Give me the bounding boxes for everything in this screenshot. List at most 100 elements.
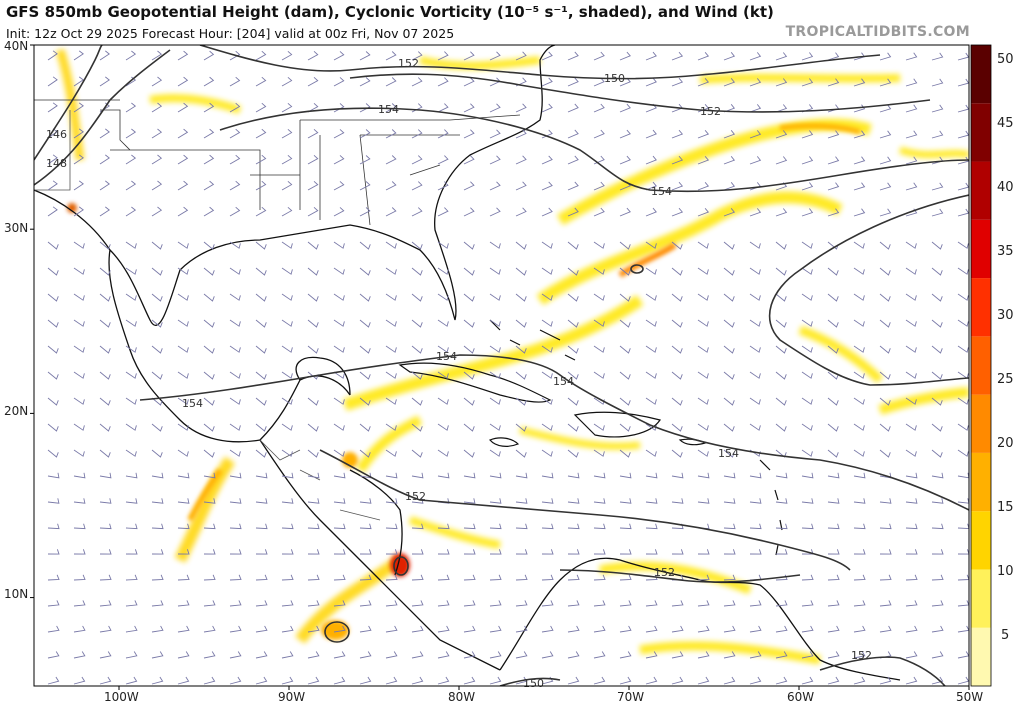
wind-barb	[151, 574, 164, 581]
wind-barb	[671, 155, 684, 165]
wind-barb	[151, 498, 164, 504]
wind-barb	[177, 625, 190, 633]
brand-watermark: TROPICALTIDBITS.COM	[785, 24, 970, 40]
lon-label-80w: 80W	[448, 690, 476, 704]
wind-barb	[879, 156, 892, 165]
wind-barb	[359, 103, 371, 113]
wind-barb	[307, 651, 320, 659]
wind-barb	[879, 208, 892, 217]
wind-barb	[541, 345, 553, 353]
wind-barb	[853, 241, 865, 249]
us-coastline	[34, 45, 556, 327]
wind-barb	[645, 319, 657, 327]
lon-label-70w: 70W	[617, 690, 645, 704]
mexico-coastline	[108, 249, 351, 443]
wind-barb	[307, 50, 319, 61]
contour-closed-low	[324, 621, 350, 643]
wind-barb	[671, 600, 684, 607]
wind-barb	[645, 51, 657, 61]
wind-barb	[489, 676, 502, 685]
wind-barb	[255, 449, 267, 458]
wind-barb	[125, 625, 138, 633]
wind-barb	[463, 397, 475, 406]
wind-barb	[359, 600, 372, 607]
wind-barb	[333, 319, 345, 327]
colorbar-label-40: 40	[997, 180, 1014, 195]
wind-barb	[411, 449, 423, 458]
wind-barb	[905, 397, 917, 405]
wind-barb	[489, 181, 501, 191]
wind-barb	[229, 600, 242, 607]
wind-barb	[437, 676, 450, 685]
wind-barb	[749, 241, 761, 249]
wind-barb	[749, 104, 762, 113]
wind-barb	[151, 472, 164, 479]
wind-barb	[47, 600, 60, 607]
wind-barb	[437, 371, 449, 379]
wind-barb	[73, 371, 85, 379]
wind-barb	[541, 319, 553, 327]
wind-barb	[463, 155, 475, 165]
wind-barb	[671, 319, 683, 328]
wind-barb	[437, 449, 449, 457]
wind-barb	[151, 651, 164, 659]
hispaniola	[573, 411, 661, 438]
wind-barb	[437, 181, 449, 191]
wind-barb	[671, 371, 683, 380]
colorbar-label-15: 15	[997, 500, 1014, 515]
wind-barb	[593, 651, 606, 659]
wind-barb	[879, 78, 892, 87]
wind-barb	[723, 574, 736, 581]
wind-barb	[463, 549, 476, 555]
wind-barb	[697, 498, 710, 504]
wind-barb	[99, 449, 111, 458]
wind-barb	[229, 241, 241, 249]
wind-barb	[333, 77, 345, 87]
wind-barb	[671, 397, 683, 406]
wind-barb	[905, 549, 918, 555]
wind-barb	[385, 129, 397, 139]
wind-barb	[307, 574, 320, 581]
wind-barb	[775, 345, 787, 354]
wind-barb	[645, 472, 658, 479]
wind-barb	[567, 397, 579, 406]
wind-barb	[99, 76, 110, 87]
wind-barb	[99, 600, 112, 607]
wind-barb	[281, 102, 293, 113]
wind-barb	[177, 154, 189, 165]
wind-barb	[853, 293, 865, 301]
wind-barb	[229, 498, 242, 504]
wind-barb	[697, 676, 710, 685]
wind-barb	[671, 651, 684, 659]
wind-barb	[125, 345, 137, 353]
wind-barb	[255, 345, 267, 354]
wind-barb	[749, 625, 762, 633]
wind-barb	[905, 52, 918, 61]
wind-barb	[827, 498, 840, 504]
wind-barb	[203, 241, 215, 250]
header: GFS 850mb Geopotential Height (dam), Cyc…	[0, 0, 1024, 44]
wind-barb	[853, 397, 865, 405]
wind-barb	[567, 423, 579, 432]
wind-barb	[801, 52, 814, 61]
wind-barb	[229, 651, 242, 659]
wind-barb	[619, 241, 631, 250]
wind-barb	[853, 523, 866, 530]
wind-barb	[723, 156, 736, 165]
wind-barb	[853, 449, 865, 457]
wind-barb	[931, 625, 944, 633]
wind-barb	[177, 50, 189, 61]
wind-barb	[229, 523, 242, 530]
wind-barb	[827, 319, 839, 328]
wind-barb	[385, 523, 398, 530]
wind-barb	[281, 397, 293, 405]
wind-barb	[359, 498, 372, 504]
colorbar-label-20: 20	[997, 436, 1014, 451]
wind-barb	[99, 154, 110, 165]
wind-barb	[203, 472, 216, 479]
wind-barb	[515, 625, 528, 633]
wind-barb	[125, 523, 138, 530]
wind-barb	[645, 549, 658, 555]
wind-barb	[463, 449, 475, 458]
wind-barb	[333, 267, 345, 275]
